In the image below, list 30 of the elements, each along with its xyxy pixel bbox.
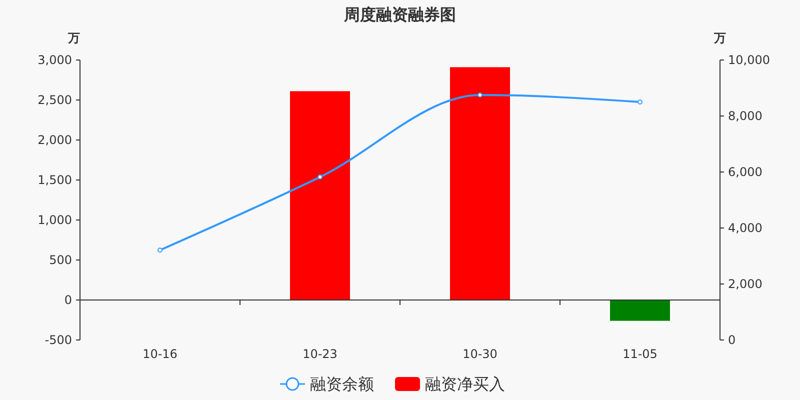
y-tick-label: 0 [64,293,72,308]
y2-tick-label: 4,000 [728,221,762,236]
y2-tick-label: 10,000 [728,53,770,68]
y2-tick-label: 8,000 [728,109,762,124]
y-tick-label: 2,500 [38,93,72,108]
chart-title: 周度融资融券图 [343,5,456,24]
x-tick-label: 10-30 [462,347,498,361]
point [158,248,162,253]
y-tick-label: 1,000 [38,213,72,228]
bar [290,91,350,300]
y-tick-label: 3,000 [38,53,72,68]
point [638,100,642,104]
point [318,174,322,180]
y-axis-title: 万 [67,31,80,45]
legend-label: 融资余额 [310,374,374,394]
y-tick-label: -500 [44,333,72,348]
y2-axis-title: 万 [713,31,726,45]
y2-tick-label: 0 [728,333,736,348]
y-tick-label: 2,000 [38,133,72,148]
y2-tick-label: 2,000 [728,277,762,292]
legend-label: 融资净买入 [425,374,505,394]
x-tick-label: 10-23 [302,347,338,361]
y-tick-label: 1,500 [38,173,72,188]
point [478,92,482,98]
x-tick-label: 11-05 [622,347,658,361]
bar [610,300,670,321]
bar [450,67,510,300]
x-tick-label: 10-16 [142,347,178,361]
y-tick-label: 500 [49,253,72,268]
y2-tick-label: 6,000 [728,165,762,180]
